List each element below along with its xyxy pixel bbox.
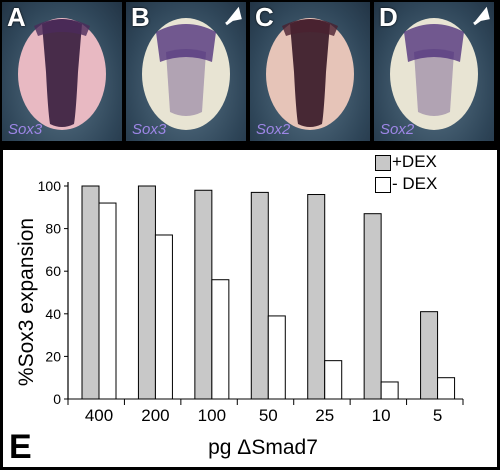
bar-plus-dex (420, 311, 439, 400)
panel-letter: D (379, 2, 398, 32)
bar-minus-dex (98, 202, 117, 400)
embryo-panel-b: B Sox3 (126, 2, 246, 141)
bar-plus-dex (250, 191, 269, 400)
bar-minus-dex (267, 315, 286, 400)
panel-letter: B (131, 2, 150, 32)
y-tick-label: 20 (45, 348, 61, 364)
x-tick-label: 100 (198, 406, 226, 425)
embryo-image (390, 6, 490, 130)
legend-swatch-minus-dex (375, 177, 391, 193)
x-tick-label: 5 (433, 406, 442, 425)
x-tick-label: 50 (259, 406, 278, 425)
bar-plus-dex (194, 189, 213, 400)
y-tick-label: 40 (45, 306, 61, 322)
bar-minus-dex (380, 381, 399, 400)
gene-label: Sox2 (256, 121, 291, 138)
x-tick-label: 400 (85, 406, 113, 425)
legend-label-minus-dex: - DEX (392, 174, 438, 193)
x-tick-label: 200 (141, 406, 169, 425)
embryo-image (142, 6, 242, 130)
bar-plus-dex (81, 185, 100, 400)
gene-label: Sox3 (132, 121, 167, 138)
bar-minus-dex (437, 377, 456, 400)
y-tick-label: 0 (53, 391, 61, 407)
panel-letter: C (255, 2, 274, 32)
bar-minus-dex (324, 360, 343, 400)
embryo-image (266, 18, 354, 130)
legend-label-plus-dex: +DEX (392, 152, 437, 171)
bar-minus-dex (211, 279, 230, 400)
x-axis-label: pg ΔSmad7 (208, 436, 318, 459)
gene-label: Sox2 (380, 121, 415, 138)
bar-plus-dex (363, 213, 382, 400)
embryo-panel-c: C Sox2 (250, 2, 370, 141)
bar-plus-dex (137, 185, 156, 400)
arrow-icon (225, 6, 242, 26)
bar-minus-dex (154, 234, 173, 400)
arrow-icon (473, 6, 490, 26)
embryo-panel-d: D Sox2 (374, 2, 494, 141)
embryo-panel-a: A Sox3 (2, 2, 122, 141)
y-tick-label: 100 (38, 178, 62, 194)
panel-letter: A (7, 2, 26, 32)
y-tick-label: 60 (45, 263, 61, 279)
panel-label-e: E (9, 428, 32, 466)
x-tick-label: 25 (315, 406, 334, 425)
bar-plus-dex (307, 194, 326, 400)
chart-area: 0 20 40 60 80 100 400 200 100 50 25 10 5 +DEX - DEX … (3, 150, 497, 467)
x-tick-label: 10 (372, 406, 391, 425)
y-tick-label: 80 (45, 221, 61, 237)
y-axis-label: %Sox3 expansion (15, 217, 38, 387)
embryo-image (18, 18, 106, 130)
gene-label: Sox3 (8, 121, 43, 138)
bar-chart: 0 20 40 60 80 100 400 200 100 50 25 10 5 (38, 178, 464, 425)
legend-swatch-plus-dex (375, 155, 391, 171)
